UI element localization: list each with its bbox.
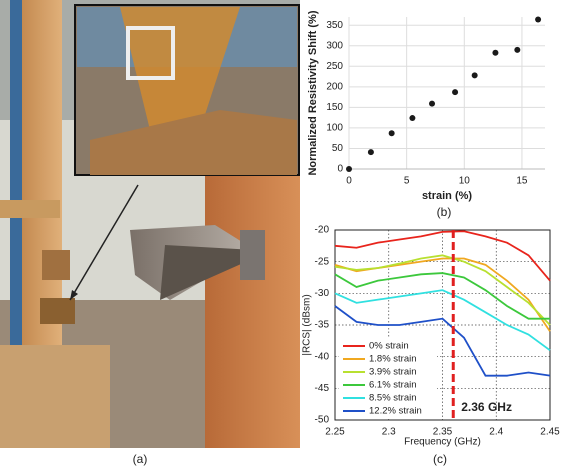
- legend-label: 3.9% strain: [369, 367, 417, 378]
- line: [334, 254, 551, 326]
- y-tick-label: 300: [326, 40, 343, 51]
- point: [514, 46, 521, 53]
- point: [409, 115, 416, 122]
- point: [471, 72, 478, 79]
- x-tick-label: 10: [459, 176, 471, 187]
- legend-label: 8.5% strain: [369, 393, 417, 404]
- x-tick-label: 2.45: [540, 427, 560, 438]
- y-tick-label: -45: [315, 383, 330, 394]
- y-axis-title: Normalized Resistivity Shift (%): [307, 10, 319, 175]
- legend-box: [339, 338, 437, 418]
- line: [334, 272, 550, 320]
- line: [334, 305, 551, 377]
- y-tick-label: -35: [315, 320, 330, 331]
- y-tick-label: 200: [326, 81, 343, 92]
- legend-label: 6.1% strain: [369, 380, 417, 391]
- y-tick-label: -50: [315, 415, 330, 426]
- point: [388, 130, 395, 137]
- y-axis-title: |RCS| (dBsm): [302, 294, 313, 355]
- line: [334, 289, 551, 352]
- caption: (a): [133, 452, 148, 466]
- y-tick-label: 150: [326, 102, 343, 113]
- x-tick-label: 5: [404, 176, 410, 187]
- caption: (b): [437, 205, 452, 219]
- y-tick-label: -25: [315, 256, 330, 267]
- legend-label: 1.8% strain: [369, 354, 417, 365]
- x-axis-title: strain (%): [422, 190, 472, 202]
- point: [346, 166, 352, 172]
- y-tick-label: 50: [332, 143, 344, 154]
- y-tick-label: -40: [315, 351, 330, 362]
- point: [492, 49, 499, 56]
- point: [535, 16, 542, 23]
- photo: [0, 0, 300, 448]
- x-tick-label: 15: [516, 176, 528, 187]
- x-tick-label: 2.3: [382, 427, 396, 438]
- x-tick-label: 2.35: [433, 427, 453, 438]
- y-tick-label: -30: [315, 288, 330, 299]
- y-tick-label: -20: [315, 225, 330, 236]
- caption: (c): [433, 452, 447, 466]
- annotation-label: 2.36 GHz: [461, 400, 512, 414]
- y-tick-label: 250: [326, 61, 343, 72]
- y-tick-label: 0: [337, 164, 343, 175]
- x-tick-label: 0: [346, 176, 352, 187]
- line: [334, 230, 551, 282]
- y-tick-label: 100: [326, 123, 343, 134]
- legend-label: 12.2% strain: [369, 406, 422, 417]
- point: [367, 149, 374, 156]
- x-tick-label: 2.4: [489, 427, 503, 438]
- x-tick-label: 2.25: [325, 427, 345, 438]
- x-axis-title: Frequency (GHz): [404, 437, 481, 448]
- y-tick-label: 350: [326, 20, 343, 31]
- point: [429, 100, 436, 107]
- legend-label: 0% strain: [369, 341, 409, 352]
- point: [452, 89, 459, 96]
